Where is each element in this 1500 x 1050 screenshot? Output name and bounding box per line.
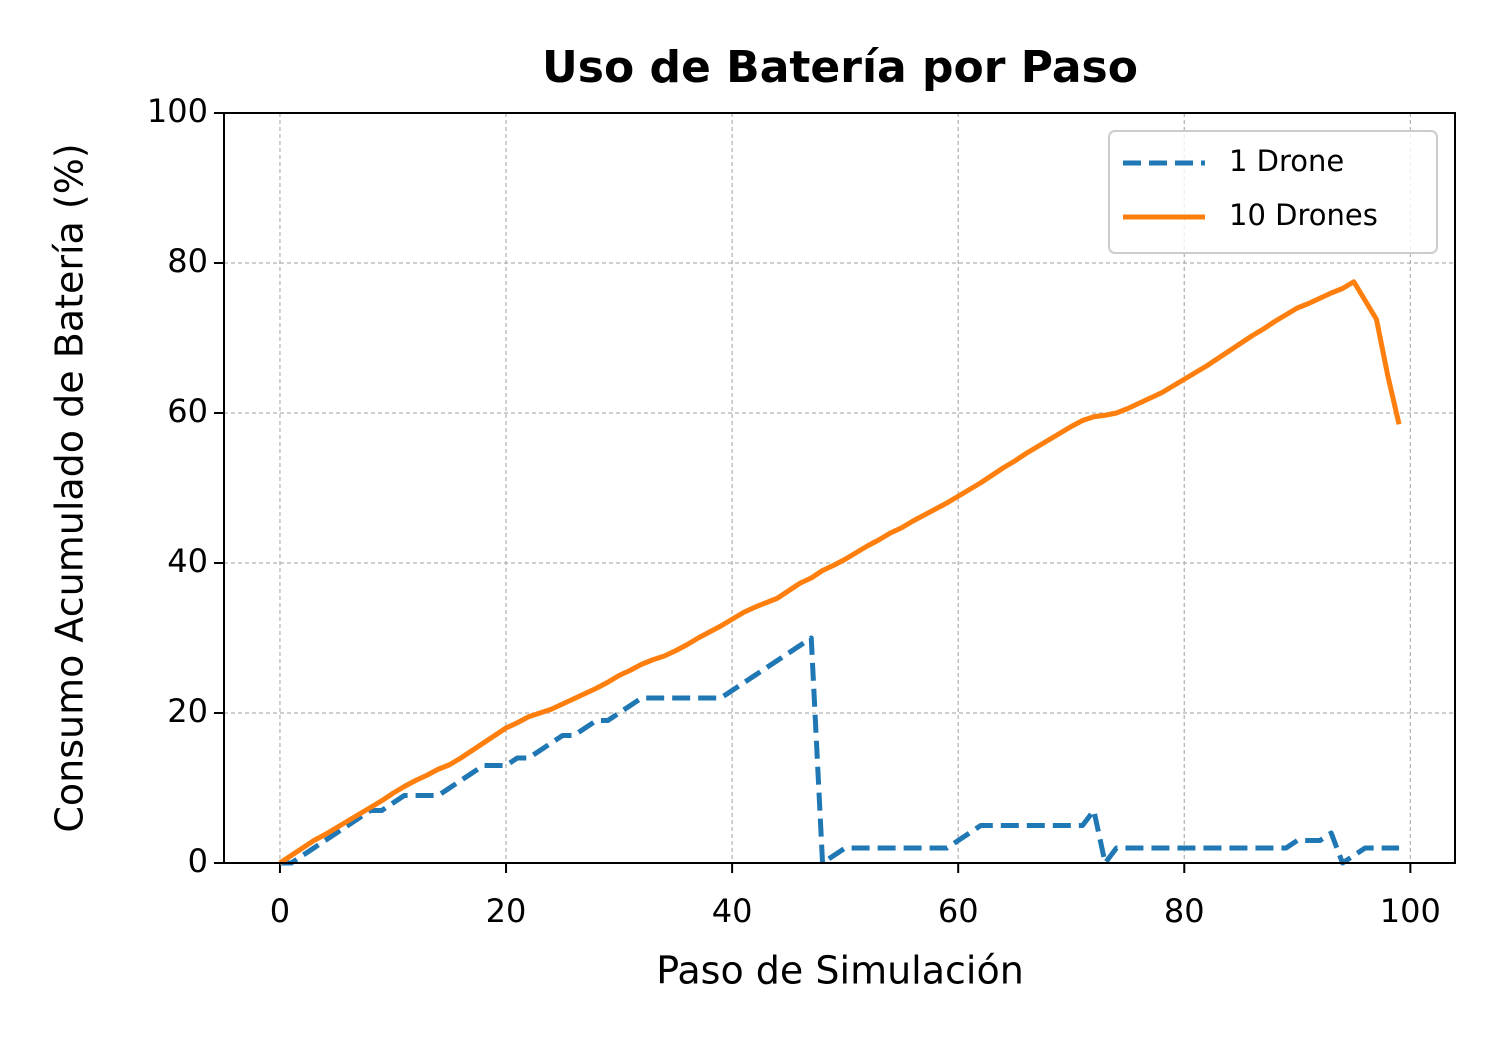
x-tick-label: 100	[1380, 892, 1441, 930]
chart-title: Uso de Batería por Paso	[542, 42, 1138, 93]
y-tick-label: 20	[167, 692, 208, 730]
y-tick-label: 100	[147, 92, 208, 130]
series-line	[279, 635, 1400, 866]
y-tick-label: 0	[188, 842, 208, 880]
legend: 1 Drone 10 Drones	[1108, 130, 1438, 254]
y-tick-label: 60	[167, 392, 208, 430]
legend-label: 1 Drone	[1229, 144, 1344, 178]
x-tick-label: 20	[486, 892, 527, 930]
series-line	[278, 279, 1402, 866]
y-tick-label: 40	[167, 542, 208, 580]
legend-label: 10 Drones	[1229, 198, 1378, 232]
y-axis-label: Consumo Acumulado de Batería (%)	[48, 143, 92, 832]
x-axis-label: Paso de Simulación	[656, 949, 1024, 993]
x-tick-label: 0	[270, 892, 290, 930]
x-tick-label: 80	[1164, 892, 1205, 930]
plot-frame	[223, 112, 1456, 864]
x-tick-label: 40	[712, 892, 753, 930]
y-tick-label: 80	[167, 242, 208, 280]
x-tick-label: 60	[938, 892, 979, 930]
